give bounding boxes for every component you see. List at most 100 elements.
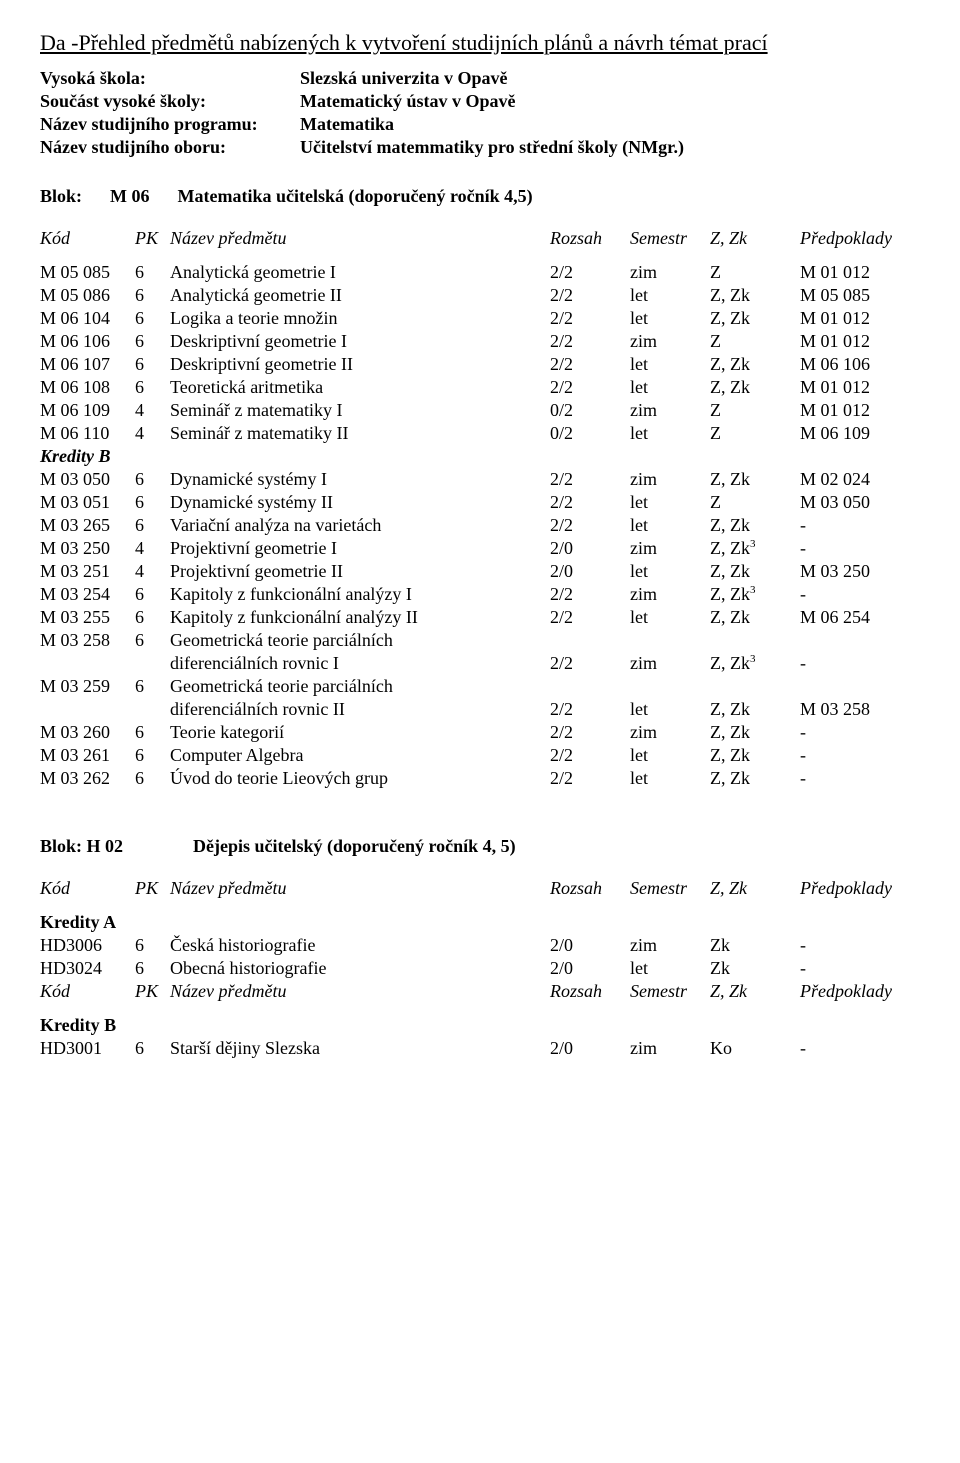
header-info: Vysoká škola:Slezská univerzita v OpavěS… [40,68,920,158]
cell: Seminář z matematiky I [170,399,550,422]
cell: M 03 265 [40,514,135,537]
block2-heading: Blok: H 02Dějepis učitelský (doporučený … [40,836,920,857]
cell: zim [630,537,710,560]
cell: 2/0 [550,537,630,560]
cell: 6 [135,514,170,537]
table-row: M 03 2606Teorie kategorií2/2zimZ, Zk- [40,721,920,744]
cell: 6 [135,376,170,399]
cell: 6 [135,307,170,330]
cell: - [800,744,920,767]
cell: Geometrická teorie parciálních [170,629,550,652]
cell: 0/2 [550,422,630,445]
cell: 2/0 [550,957,630,980]
cell: zim [630,934,710,957]
cell: Z, Zk [710,284,800,307]
cell: Z, Zk [710,767,800,790]
cell: Dynamické systémy II [170,491,550,514]
header-label: Název studijního oboru: [40,137,300,158]
table-row: M 06 1066Deskriptivní geometrie I2/2zimZ… [40,330,920,353]
cell: 2/2 [550,721,630,744]
cell: Zk [710,934,800,957]
cell: 2/2 [550,353,630,376]
header-label: Součást vysoké školy: [40,91,300,112]
cell: Logika a teorie množin [170,307,550,330]
cell: M 06 108 [40,376,135,399]
cell: Z, Zk3 [710,537,800,560]
col-kod: Kód [40,980,135,1014]
col-kod: Kód [40,877,135,911]
col-nazev: Název předmětu [170,877,550,911]
cell: Kapitoly z funkcionální analýzy I [170,583,550,606]
cell: Teorie kategorií [170,721,550,744]
cell: Analytická geometrie II [170,284,550,307]
cell: M 06 109 [800,422,920,445]
cell [135,652,170,675]
cell: HD3006 [40,934,135,957]
table-row: M 03 2586Geometrická teorie parciálních [40,629,920,652]
col-zzk: Z, Zk [710,877,800,911]
cell: M 03 261 [40,744,135,767]
header-label: Vysoká škola: [40,68,300,89]
col-pk: PK [135,980,170,1014]
cell: Z, Zk [710,514,800,537]
table-row: M 03 2656Variační analýza na varietách2/… [40,514,920,537]
cell: - [800,957,920,980]
cell: 6 [135,261,170,284]
cell: 6 [135,353,170,376]
cell: M 03 051 [40,491,135,514]
cell: diferenciálních rovnic II [170,698,550,721]
cell: 2/2 [550,261,630,284]
cell: 6 [135,934,170,957]
cell: M 03 255 [40,606,135,629]
cell: 6 [135,284,170,307]
col-pred: Předpoklady [800,877,920,911]
table-row: M 06 1094Seminář z matematiky I0/2zimZM … [40,399,920,422]
cell: 6 [135,767,170,790]
cell: - [800,934,920,957]
cell [800,629,920,652]
cell: HD3024 [40,957,135,980]
cell: let [630,284,710,307]
cell: 6 [135,468,170,491]
table-row: diferenciálních rovnic II2/2letZ, ZkM 03… [40,698,920,721]
cell: let [630,307,710,330]
cell: M 03 254 [40,583,135,606]
cell: 2/2 [550,652,630,675]
cell: 6 [135,957,170,980]
cell: 6 [135,491,170,514]
cell: M 03 050 [40,468,135,491]
cell: 0/2 [550,399,630,422]
kredity-b-label: Kredity B [40,445,920,468]
col-rozsah: Rozsah [550,227,630,261]
table-row: M 03 2616Computer Algebra2/2letZ, Zk- [40,744,920,767]
cell: zim [630,721,710,744]
cell: M 06 106 [40,330,135,353]
cell: M 05 085 [800,284,920,307]
cell: Computer Algebra [170,744,550,767]
table-header: Kód PK Název předmětu Rozsah Semestr Z, … [40,227,920,261]
cell: M 03 250 [800,560,920,583]
table-row: M 05 0866Analytická geometrie II2/2letZ,… [40,284,920,307]
cell: M 05 086 [40,284,135,307]
cell: Kapitoly z funkcionální analýzy II [170,606,550,629]
col-nazev: Název předmětu [170,227,550,261]
cell [630,675,710,698]
cell: M 03 050 [800,491,920,514]
cell: 4 [135,399,170,422]
cell: 2/2 [550,583,630,606]
table-row: M 06 1046Logika a teorie množin2/2letZ, … [40,307,920,330]
table-header: Kód PK Název předmětu Rozsah Semestr Z, … [40,980,920,1014]
block1-table: Kód PK Název předmětu Rozsah Semestr Z, … [40,227,920,790]
table-row: M 03 2596Geometrická teorie parciálních [40,675,920,698]
cell: let [630,957,710,980]
cell: zim [630,261,710,284]
cell: M 02 024 [800,468,920,491]
cell: Z, Zk [710,353,800,376]
page-title: Da -Přehled předmětů nabízených k vytvoř… [40,30,920,56]
cell: Z, Zk [710,560,800,583]
table-header: Kód PK Název předmětu Rozsah Semestr Z, … [40,877,920,911]
cell: let [630,744,710,767]
cell: M 03 260 [40,721,135,744]
cell: Deskriptivní geometrie I [170,330,550,353]
col-rozsah: Rozsah [550,980,630,1014]
